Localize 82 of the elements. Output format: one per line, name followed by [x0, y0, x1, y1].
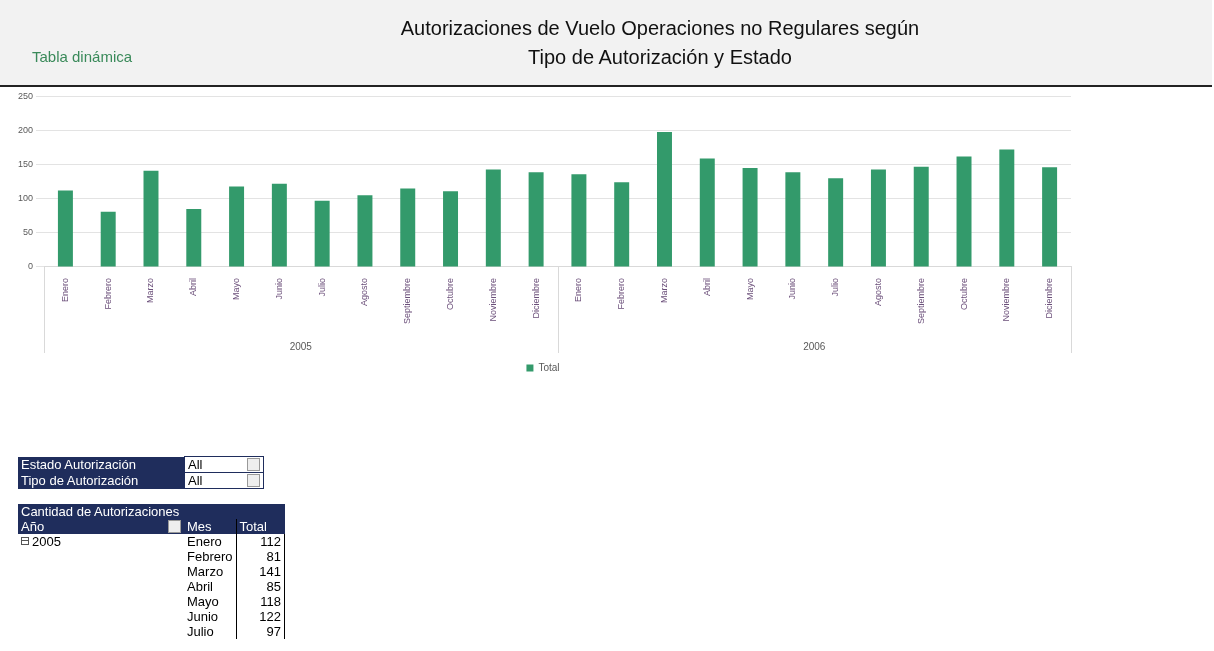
bar — [528, 172, 544, 267]
bar — [913, 166, 929, 267]
x-tick-label: Julio — [316, 277, 327, 297]
text: Tipo de Autorización — [18, 472, 185, 489]
x-tick-label: Enero — [59, 277, 70, 303]
bar — [57, 190, 73, 267]
x-tick-label: Marzo — [145, 277, 156, 303]
y-tick-label: 50 — [23, 227, 34, 238]
text: 2006 — [803, 340, 826, 352]
text: Total — [239, 519, 267, 534]
x-tick-label: Marzo — [658, 277, 669, 303]
bar — [186, 208, 202, 267]
x-tick-label: Junio — [273, 277, 284, 300]
bar — [1042, 167, 1058, 267]
text: 122 — [236, 609, 285, 624]
text: Mes — [187, 519, 212, 534]
bar — [443, 191, 459, 267]
x-tick-label: Enero — [573, 277, 584, 303]
text: Enero — [186, 534, 223, 549]
y-tick-label: 250 — [17, 90, 34, 101]
bar — [229, 186, 245, 267]
x-tick-label: Abril — [188, 277, 199, 296]
text: Junio — [186, 609, 220, 624]
y-tick-label: 100 — [17, 193, 34, 204]
x-tick-label: Octubre — [445, 277, 456, 310]
text: Abril — [186, 579, 214, 594]
text: 81 — [236, 549, 285, 564]
bar — [485, 169, 501, 267]
x-tick-label: Julio — [830, 277, 841, 297]
x-tick-label: Febrero — [616, 277, 627, 310]
bar — [870, 169, 886, 267]
bar — [657, 131, 672, 267]
text: Cantidad de Autorizaciones — [18, 504, 285, 519]
x-tick-label: Febrero — [102, 277, 113, 310]
x-tick-label: Mayo — [744, 277, 755, 300]
text: Febrero — [186, 549, 234, 564]
bar — [956, 156, 972, 267]
x-tick-label: Octubre — [958, 277, 969, 310]
x-tick-label: Septiembre — [915, 277, 926, 325]
bar — [314, 200, 330, 267]
text: All — [188, 473, 203, 488]
text: Estado Autorización — [18, 456, 185, 473]
y-tick-label: 150 — [17, 159, 34, 170]
text: Marzo — [186, 564, 225, 579]
text: Julio — [186, 624, 215, 639]
x-tick-label: Noviembre — [1001, 277, 1012, 322]
bar — [785, 172, 801, 267]
x-tick-label: Abril — [701, 277, 712, 296]
x-tick-label: Noviembre — [487, 277, 498, 322]
legend-label: Total — [538, 361, 560, 373]
y-tick-label: 0 — [28, 261, 34, 272]
bar — [271, 183, 287, 267]
x-tick-label: Junio — [787, 277, 798, 300]
text: 118 — [236, 594, 285, 609]
text: 2005 — [32, 534, 61, 549]
bar — [999, 149, 1015, 267]
text: All — [188, 457, 203, 472]
bar — [699, 158, 715, 267]
y-tick-label: 200 — [17, 125, 34, 135]
text: 85 — [236, 579, 285, 594]
x-tick-label: Septiembre — [402, 277, 413, 325]
bar — [614, 182, 630, 267]
text: 141 — [236, 564, 285, 579]
x-tick-label: Agosto — [872, 277, 883, 307]
x-tick-label: Diciembre — [530, 277, 541, 319]
text: 97 — [236, 624, 285, 639]
bar — [828, 178, 844, 267]
x-tick-label: Agosto — [359, 277, 370, 307]
bar — [400, 188, 416, 267]
chart-subtitle: Tabla dinámica — [32, 48, 133, 65]
bar — [571, 174, 587, 267]
chart-title: Autorizaciones de Vuelo Operaciones no Regulares según Tipo de Autorización y Estado — [399, 16, 921, 70]
text: 2005 — [289, 340, 313, 352]
bar — [742, 168, 758, 267]
x-tick-label: Mayo — [231, 277, 242, 300]
text: 112 — [236, 534, 285, 549]
text: Mayo — [186, 594, 220, 609]
bar — [357, 195, 373, 267]
x-tick-label: Diciembre — [1044, 277, 1055, 319]
bar — [100, 211, 116, 267]
bar — [143, 170, 159, 267]
text: Año — [21, 519, 45, 534]
